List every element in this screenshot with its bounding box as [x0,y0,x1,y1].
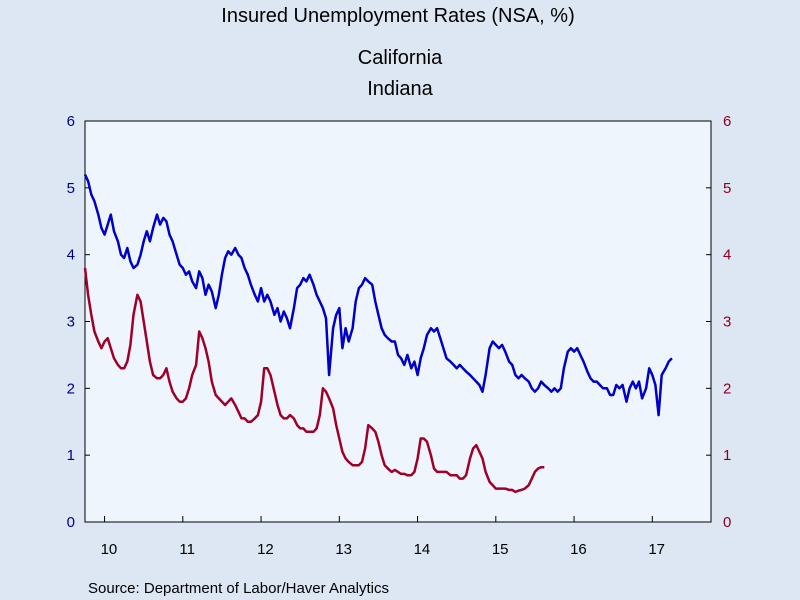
right-tick-label: 3 [723,314,731,331]
right-tick-label: 1 [723,447,731,464]
chart-title: Insured Unemployment Rates (NSA, %) [221,5,574,27]
left-tick-label: 3 [67,314,75,331]
right-tick-label: 6 [723,113,731,130]
x-tick-label: 13 [335,541,352,558]
left-axis: 0 1 2 3 4 5 6 [67,113,90,531]
series-line-california [83,173,673,417]
x-tick-label: 17 [648,541,665,558]
right-tick-label: 0 [723,514,731,531]
x-tick-label: 10 [101,541,118,558]
left-tick-label: 0 [67,514,75,531]
left-tick-label: 1 [67,447,75,464]
right-tick-label: 4 [723,247,731,264]
right-tick-label: 5 [723,180,731,197]
series-line-indiana [83,267,545,494]
right-tick-label: 2 [723,380,731,397]
left-tick-label: 2 [67,380,75,397]
series-layer [83,173,673,494]
legend-label-indiana: Indiana [367,78,433,100]
left-tick-label: 4 [67,247,75,264]
plot-area [84,120,712,523]
x-tick-label: 16 [570,541,587,558]
x-tick-label: 15 [492,541,509,558]
legend-label-california: California [358,47,443,69]
left-tick-label: 6 [67,113,75,130]
source-note: Source: Department of Labor/Haver Analyt… [88,580,389,597]
right-axis: 0 1 2 3 4 5 6 [706,113,731,531]
x-axis: 10 11 12 13 14 15 16 17 [101,516,665,558]
x-tick-label: 14 [414,541,431,558]
x-tick-label: 11 [179,541,195,558]
left-tick-label: 5 [67,180,75,197]
x-tick-label: 12 [257,541,274,558]
